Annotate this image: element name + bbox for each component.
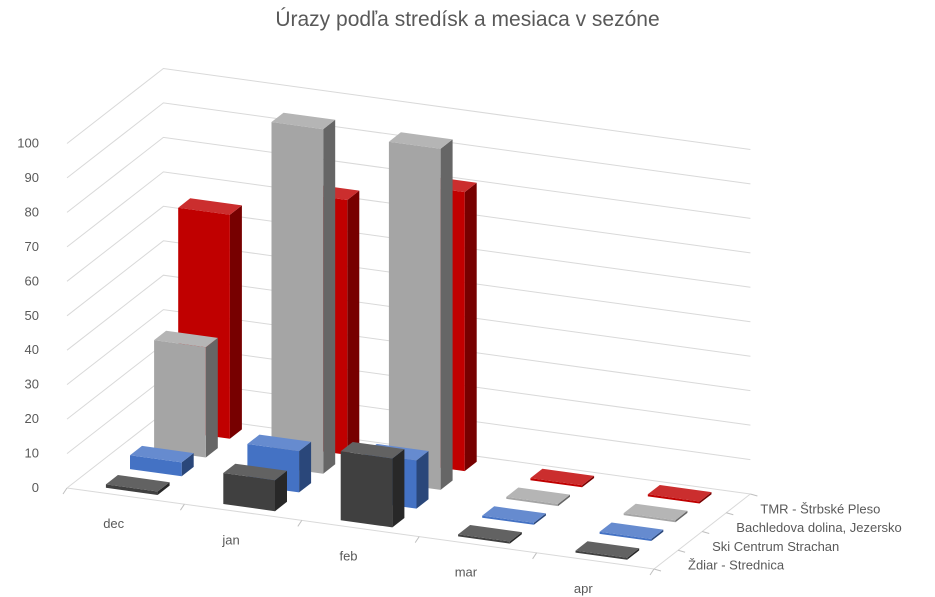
bar bbox=[458, 534, 510, 544]
y-tick-label: 10 bbox=[25, 446, 39, 461]
bar-top bbox=[105, 475, 170, 492]
gridline bbox=[66, 205, 751, 288]
gridline bbox=[66, 136, 751, 219]
bar-side bbox=[323, 119, 336, 474]
y-tick-label: 60 bbox=[25, 273, 39, 288]
chart-title: Úrazy podľa stredísk a mesiaca v sezóne bbox=[275, 8, 660, 31]
bar bbox=[388, 141, 441, 490]
y-tick-label: 90 bbox=[25, 170, 39, 185]
y-tick-label: 80 bbox=[25, 204, 39, 219]
bar-side bbox=[558, 494, 570, 507]
bar-side bbox=[627, 548, 640, 560]
bar bbox=[482, 515, 534, 525]
bar-side bbox=[509, 532, 522, 544]
bar bbox=[271, 122, 324, 474]
x-tick-label: feb bbox=[339, 549, 357, 564]
bar-side bbox=[699, 492, 712, 504]
bar-top bbox=[482, 506, 546, 523]
bar-side bbox=[533, 513, 546, 525]
y-tick-label: 50 bbox=[25, 308, 39, 323]
bar-side bbox=[416, 451, 429, 509]
bar-top bbox=[575, 541, 640, 558]
x-axis-tick-mark bbox=[414, 536, 420, 543]
bar-side bbox=[347, 190, 360, 455]
y-tick-label: 40 bbox=[25, 342, 39, 357]
bar bbox=[130, 455, 182, 477]
depth-axis-tick-mark bbox=[750, 493, 758, 497]
x-tick-label: dec bbox=[103, 516, 124, 531]
x-axis-tick-mark bbox=[297, 520, 303, 527]
bar-top bbox=[247, 434, 312, 452]
y-tick-label: 20 bbox=[25, 411, 39, 426]
bar-top bbox=[271, 112, 336, 130]
gridline bbox=[66, 274, 751, 357]
bar-top bbox=[647, 485, 712, 502]
bar-top bbox=[388, 132, 453, 149]
bar bbox=[599, 531, 652, 541]
gridline bbox=[66, 67, 751, 150]
bar bbox=[223, 473, 275, 512]
bar bbox=[647, 494, 700, 504]
series-label: Ski Centrum Strachan bbox=[712, 539, 839, 554]
bar bbox=[105, 484, 158, 495]
bar bbox=[154, 340, 206, 458]
bar-top bbox=[623, 503, 688, 521]
bar-top bbox=[530, 468, 595, 486]
bar-side bbox=[440, 139, 453, 490]
gridline bbox=[66, 171, 751, 254]
depth-axis-tick-mark bbox=[726, 512, 734, 516]
bar-side bbox=[275, 470, 287, 512]
bar bbox=[623, 513, 676, 523]
bar-side bbox=[229, 205, 242, 439]
bar-side bbox=[651, 529, 664, 541]
x-axis-tick-mark bbox=[649, 568, 655, 576]
x-tick-label: apr bbox=[574, 581, 593, 596]
x-axis-tick-mark bbox=[179, 503, 185, 511]
bar-side bbox=[464, 182, 477, 472]
bar-side bbox=[157, 482, 170, 495]
bar-side bbox=[181, 453, 194, 477]
y-tick-label: 70 bbox=[25, 239, 39, 254]
bar-side bbox=[205, 337, 218, 458]
bar bbox=[506, 496, 558, 507]
gridline bbox=[66, 102, 751, 185]
bar-top bbox=[130, 445, 194, 463]
x-axis-tick-mark bbox=[532, 552, 538, 560]
bar-top bbox=[154, 330, 218, 348]
bar-side bbox=[582, 475, 595, 488]
x-tick-label: mar bbox=[455, 565, 478, 580]
bar-top bbox=[340, 442, 405, 459]
depth-axis-tick-mark bbox=[653, 568, 662, 572]
bar-top bbox=[223, 463, 287, 481]
bar-top bbox=[506, 487, 570, 504]
bar-side bbox=[299, 441, 312, 493]
y-tick-label: 100 bbox=[17, 136, 39, 151]
depth-axis-tick-mark bbox=[702, 531, 710, 534]
bar-side bbox=[675, 510, 688, 523]
bar-top bbox=[599, 522, 664, 539]
bar-side bbox=[392, 449, 405, 528]
bar-top bbox=[178, 198, 242, 215]
gridline bbox=[66, 309, 751, 392]
bar bbox=[575, 550, 628, 560]
series-label: Ždiar - Strednica bbox=[688, 558, 785, 573]
y-tick-label: 0 bbox=[32, 480, 39, 495]
bar bbox=[340, 451, 393, 528]
x-tick-label: jan bbox=[221, 532, 239, 547]
y-tick-label: 30 bbox=[25, 377, 39, 392]
depth-axis-tick-mark bbox=[677, 549, 686, 553]
gridline bbox=[66, 240, 751, 323]
bar-top bbox=[458, 525, 522, 542]
series-label: TMR - Štrbské Pleso bbox=[760, 501, 880, 516]
series-label: Bachledova dolina, Jezersko bbox=[736, 520, 902, 535]
x-axis-tick-mark bbox=[62, 487, 68, 495]
bar bbox=[530, 478, 583, 488]
